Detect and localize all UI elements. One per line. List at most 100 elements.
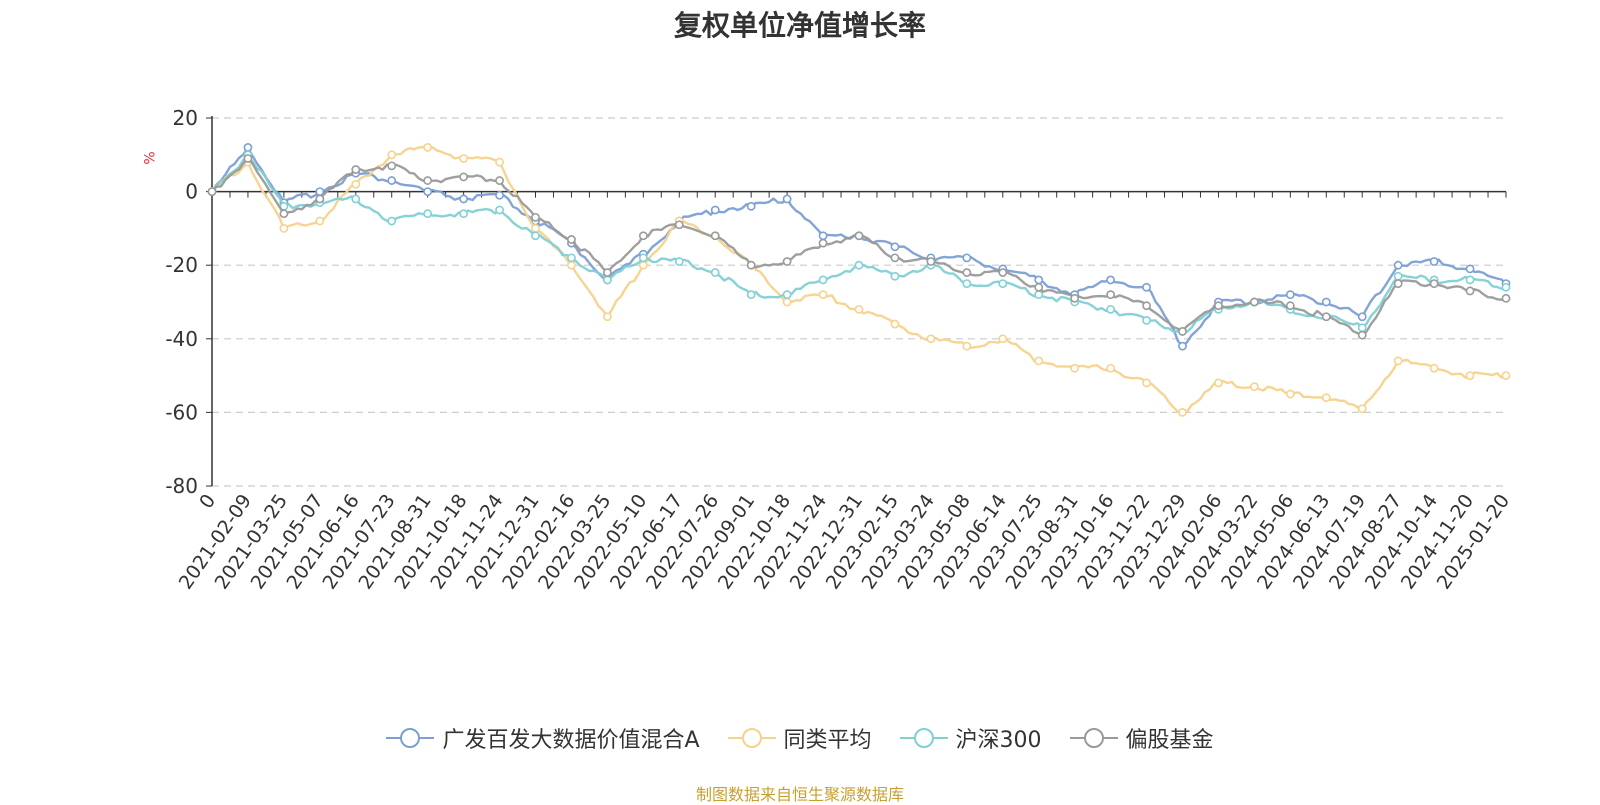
data-point bbox=[1070, 363, 1080, 373]
legend-item-peer-average[interactable]: 同类平均 bbox=[727, 722, 872, 754]
data-point bbox=[351, 165, 361, 174]
data-point bbox=[962, 268, 972, 277]
data-point bbox=[495, 190, 504, 200]
data-point bbox=[854, 231, 864, 241]
data-point bbox=[602, 268, 612, 277]
data-point bbox=[782, 297, 792, 307]
data-point bbox=[315, 194, 325, 204]
data-point bbox=[602, 312, 612, 322]
data-point bbox=[710, 205, 720, 215]
legend-label: 同类平均 bbox=[783, 728, 872, 753]
data-point bbox=[1249, 382, 1259, 392]
data-point bbox=[818, 275, 828, 285]
data-point bbox=[1393, 279, 1403, 288]
y-tick-label: -60 bbox=[165, 400, 198, 424]
data-point bbox=[638, 231, 648, 241]
data-point bbox=[1393, 356, 1403, 366]
data-point bbox=[1357, 323, 1367, 333]
data-point bbox=[674, 220, 684, 230]
data-point bbox=[567, 235, 576, 244]
data-point bbox=[459, 154, 469, 163]
data-point bbox=[1285, 389, 1295, 399]
data-point bbox=[531, 231, 540, 241]
data-point bbox=[1501, 282, 1511, 292]
data-point bbox=[423, 187, 433, 196]
data-point bbox=[710, 268, 720, 277]
data-point bbox=[962, 279, 972, 288]
data-point bbox=[1106, 304, 1116, 314]
data-point bbox=[459, 209, 469, 219]
legend-label: 偏股基金 bbox=[1125, 728, 1214, 753]
chart-title: 复权单位净值增长率 bbox=[673, 9, 926, 42]
data-point bbox=[854, 260, 864, 270]
data-point bbox=[1106, 363, 1116, 373]
data-point bbox=[890, 319, 900, 329]
data-point bbox=[818, 231, 828, 241]
data-point bbox=[459, 172, 469, 182]
data-point bbox=[531, 223, 540, 233]
data-point bbox=[315, 187, 325, 196]
data-point bbox=[495, 205, 504, 215]
data-point bbox=[1393, 260, 1403, 270]
data-point bbox=[1178, 407, 1187, 417]
y-tick-label: 0 bbox=[185, 180, 198, 204]
data-point bbox=[854, 304, 864, 314]
legend-item-fund[interactable]: 广发百发大数据价值混合A bbox=[386, 722, 700, 754]
data-point bbox=[1465, 286, 1475, 296]
data-point bbox=[962, 341, 972, 351]
axes bbox=[206, 116, 1507, 487]
legend-label: 广发百发大数据价值混合A bbox=[442, 728, 700, 753]
data-point bbox=[1429, 279, 1439, 288]
data-point bbox=[1106, 290, 1116, 300]
legend-item-equity-fund[interactable]: 偏股基金 bbox=[1069, 722, 1214, 754]
data-point bbox=[1178, 341, 1187, 351]
data-point bbox=[998, 279, 1008, 288]
data-point bbox=[1034, 356, 1044, 366]
data-point bbox=[1429, 257, 1439, 266]
data-point bbox=[1142, 282, 1151, 292]
data-point bbox=[710, 231, 720, 241]
data-point bbox=[243, 143, 253, 152]
tick-labels: 200-20-40-60-8002021-02-092021-03-252021… bbox=[165, 106, 1514, 593]
data-point bbox=[387, 150, 397, 160]
data-point bbox=[998, 268, 1008, 277]
data-point bbox=[423, 176, 433, 185]
data-point bbox=[1249, 297, 1259, 307]
data-point bbox=[782, 290, 792, 300]
line-chart: 200-20-40-60-8002021-02-092021-03-252021… bbox=[165, 106, 1514, 593]
data-point bbox=[1501, 293, 1511, 303]
data-point bbox=[1465, 264, 1475, 274]
data-point bbox=[638, 260, 648, 270]
data-point bbox=[1178, 327, 1187, 336]
y-tick-label: -20 bbox=[165, 253, 198, 277]
data-point bbox=[890, 242, 900, 252]
data-point bbox=[423, 143, 433, 152]
data-point bbox=[567, 260, 576, 270]
data-point bbox=[1214, 301, 1223, 311]
data-point bbox=[1321, 393, 1331, 403]
legend-marker-icon bbox=[727, 728, 776, 748]
data-point bbox=[387, 216, 397, 226]
x-tick-label: 0 bbox=[195, 490, 220, 513]
data-point bbox=[782, 257, 792, 266]
data-point bbox=[890, 253, 900, 263]
legend-label: 沪深300 bbox=[955, 728, 1042, 753]
data-point bbox=[1501, 371, 1511, 380]
data-point bbox=[602, 275, 612, 285]
data-point bbox=[1429, 363, 1439, 373]
data-point bbox=[1357, 312, 1367, 322]
data-point bbox=[279, 209, 289, 219]
data-point bbox=[495, 176, 504, 185]
legend-item-csi300[interactable]: 沪深300 bbox=[899, 722, 1042, 754]
data-point bbox=[926, 257, 936, 266]
series-lines bbox=[207, 143, 1511, 417]
y-tick-label: 20 bbox=[173, 106, 198, 130]
data-source-note: 制图数据来自恒生聚源数据库 bbox=[695, 785, 904, 804]
grid-lines bbox=[212, 117, 1506, 487]
data-point bbox=[1321, 312, 1331, 322]
data-point bbox=[495, 157, 504, 167]
data-point bbox=[1357, 330, 1367, 340]
data-point bbox=[243, 154, 253, 163]
data-point bbox=[531, 212, 540, 222]
data-point bbox=[1070, 293, 1080, 303]
